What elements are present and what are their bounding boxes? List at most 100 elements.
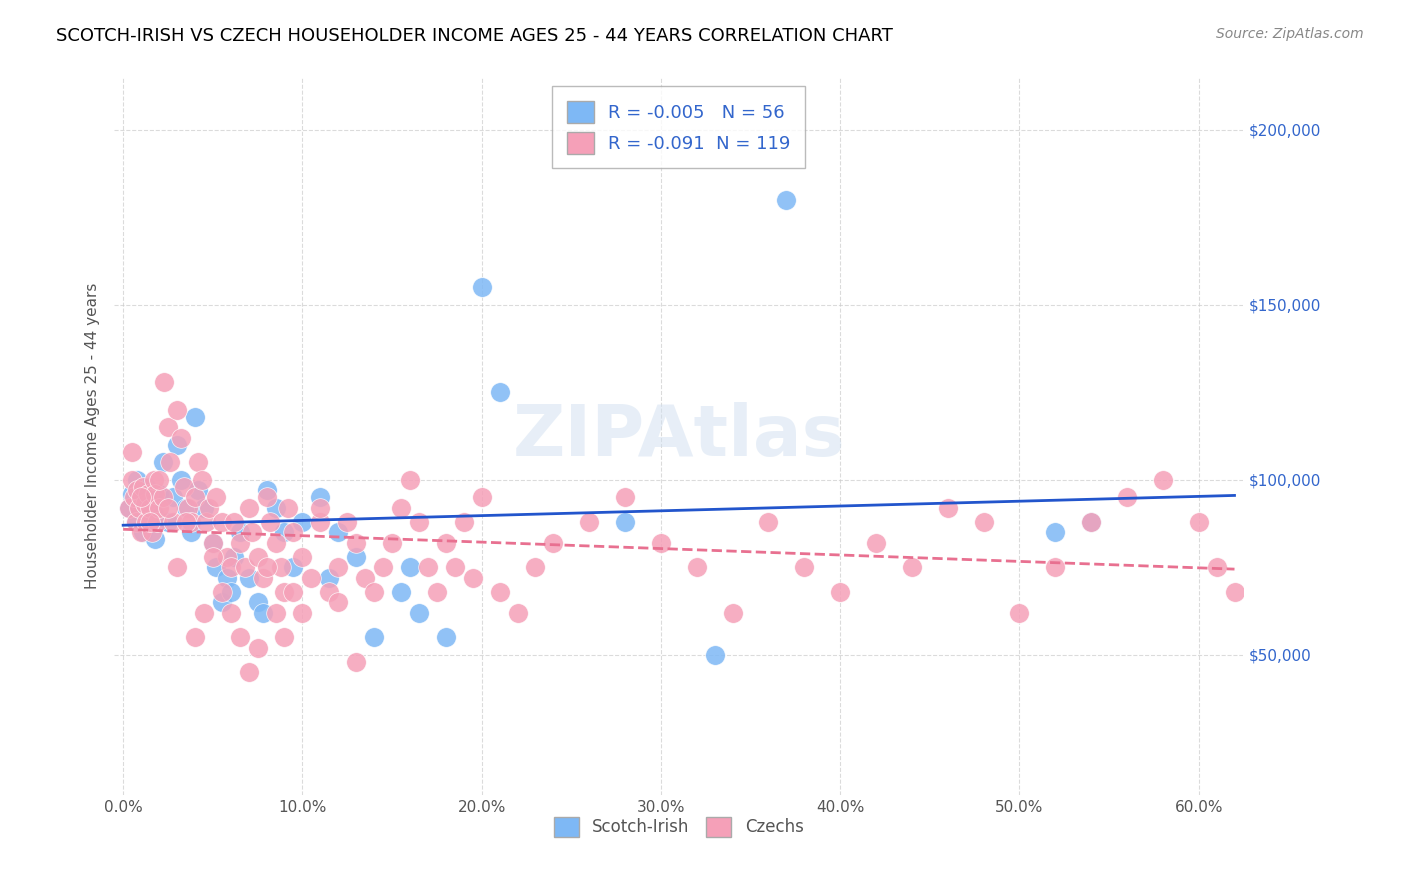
Point: [1188, 515, 1211, 529]
Point: [191, 473, 214, 487]
Point: [453, 515, 475, 529]
Point: [148, 500, 170, 515]
Point: [434, 536, 457, 550]
Point: [148, 473, 170, 487]
Point: [184, 630, 207, 644]
Point: [184, 409, 207, 424]
Point: [211, 515, 233, 529]
Point: [256, 483, 278, 498]
Point: [145, 487, 167, 501]
Point: [169, 431, 191, 445]
Point: [166, 402, 188, 417]
Point: [264, 536, 287, 550]
Point: [166, 438, 188, 452]
Point: [145, 533, 167, 547]
Point: [434, 630, 457, 644]
Point: [758, 515, 780, 529]
Point: [205, 560, 228, 574]
Text: SCOTCH-IRISH VS CZECH HOUSEHOLDER INCOME AGES 25 - 44 YEARS CORRELATION CHART: SCOTCH-IRISH VS CZECH HOUSEHOLDER INCOME…: [56, 27, 893, 45]
Point: [148, 487, 170, 501]
Text: Source: ZipAtlas.com: Source: ZipAtlas.com: [1216, 27, 1364, 41]
Point: [173, 480, 195, 494]
Point: [125, 515, 148, 529]
Point: [238, 500, 260, 515]
Point: [139, 515, 162, 529]
Point: [129, 525, 152, 540]
Point: [399, 560, 422, 574]
Point: [117, 500, 139, 515]
Point: [273, 630, 295, 644]
Point: [193, 606, 215, 620]
Point: [240, 525, 263, 540]
Point: [201, 549, 224, 564]
Point: [1080, 515, 1102, 529]
Point: [217, 571, 239, 585]
Point: [344, 536, 367, 550]
Point: [318, 571, 340, 585]
Point: [1080, 515, 1102, 529]
Point: [354, 571, 377, 585]
Point: [169, 473, 191, 487]
Point: [264, 500, 287, 515]
Point: [219, 560, 242, 574]
Point: [180, 515, 202, 529]
Point: [134, 500, 156, 515]
Point: [134, 497, 156, 511]
Point: [461, 571, 484, 585]
Point: [153, 375, 176, 389]
Point: [125, 515, 148, 529]
Point: [224, 515, 246, 529]
Point: [389, 584, 412, 599]
Point: [264, 606, 287, 620]
Point: [793, 560, 815, 574]
Point: [524, 560, 547, 574]
Point: [650, 536, 672, 550]
Point: [228, 630, 250, 644]
Point: [318, 584, 340, 599]
Point: [129, 491, 152, 505]
Point: [256, 491, 278, 505]
Point: [193, 500, 215, 515]
Point: [176, 500, 198, 515]
Point: [156, 420, 179, 434]
Point: [389, 500, 412, 515]
Point: [901, 560, 924, 574]
Point: [162, 515, 184, 529]
Point: [328, 525, 350, 540]
Point: [201, 536, 224, 550]
Point: [152, 455, 174, 469]
Point: [416, 560, 439, 574]
Point: [187, 483, 209, 498]
Point: [228, 525, 250, 540]
Point: [299, 571, 322, 585]
Point: [1045, 560, 1067, 574]
Point: [721, 606, 744, 620]
Point: [936, 500, 959, 515]
Point: [381, 536, 404, 550]
Point: [128, 493, 150, 508]
Point: [166, 560, 188, 574]
Point: [1152, 473, 1174, 487]
Point: [371, 560, 394, 574]
Point: [578, 515, 600, 529]
Point: [219, 606, 242, 620]
Point: [146, 515, 169, 529]
Point: [228, 536, 250, 550]
Point: [142, 508, 165, 522]
Point: [174, 515, 197, 529]
Point: [344, 549, 367, 564]
Point: [184, 491, 207, 505]
Point: [194, 515, 217, 529]
Point: [309, 515, 332, 529]
Point: [152, 491, 174, 505]
Point: [174, 500, 197, 515]
Point: [363, 584, 385, 599]
Point: [344, 655, 367, 669]
Point: [488, 584, 510, 599]
Point: [614, 515, 637, 529]
Point: [135, 480, 157, 494]
Point: [1205, 560, 1227, 574]
Point: [224, 549, 246, 564]
Point: [117, 500, 139, 515]
Point: [543, 536, 565, 550]
